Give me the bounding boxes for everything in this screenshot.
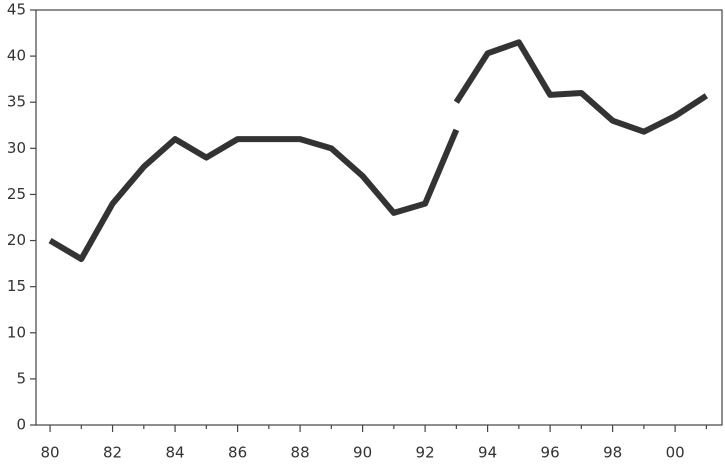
x-tick-label: 94 [478,444,497,462]
y-tick-label: 40 [7,47,26,65]
x-tick-label: 96 [541,444,560,462]
data-line [48,128,460,262]
y-tick-label: 5 [16,369,26,387]
y-tick-label: 0 [16,416,26,434]
y-tick-label: 25 [7,185,26,203]
x-tick-label: 98 [603,444,622,462]
y-tick-label: 35 [7,93,26,111]
y-tick-label: 15 [7,277,26,295]
x-tick-label: 86 [228,444,247,462]
x-tick-label: 90 [353,444,372,462]
y-tick-label: 30 [7,139,26,157]
x-tick-label: 80 [41,444,60,462]
x-tick-label: 92 [416,444,435,462]
y-tick-label: 20 [7,231,26,249]
x-tick-label: 88 [291,444,310,462]
plot-frame [35,9,723,426]
x-tick-label: 00 [666,444,685,462]
y-tick-label: 10 [7,323,26,341]
y-tick-label: 45 [7,1,26,19]
data-line [453,39,709,135]
x-tick-label: 82 [103,444,122,462]
x-tick-label: 84 [166,444,185,462]
